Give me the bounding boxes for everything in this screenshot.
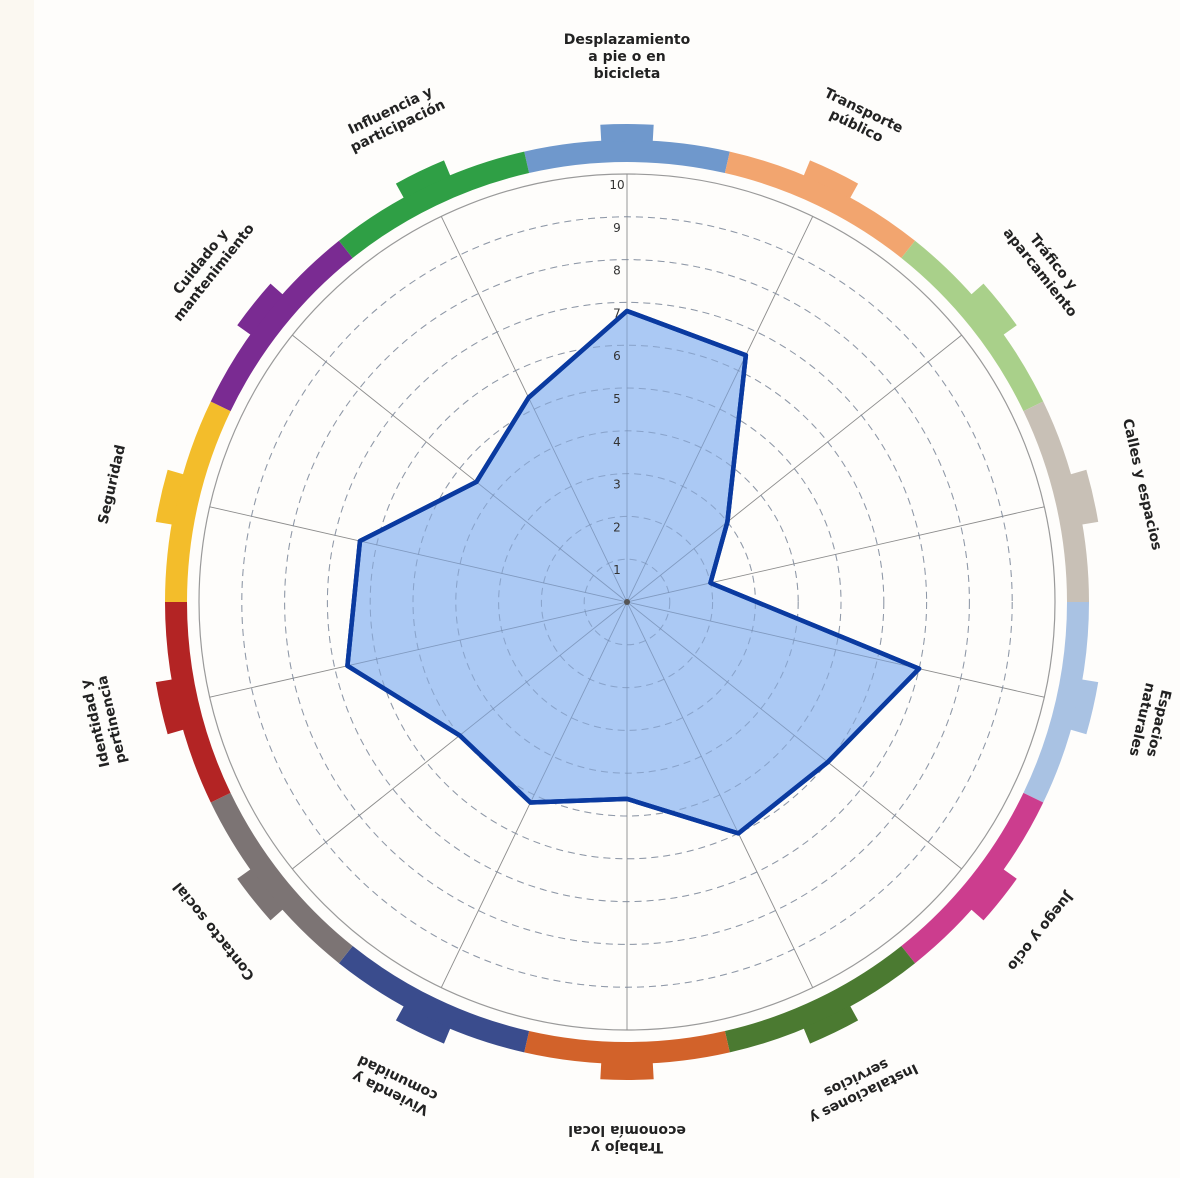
tick-label: 8 (613, 264, 621, 278)
spoke-line-inner (626, 601, 829, 763)
category-label: Contacto social (170, 879, 258, 983)
category-label: Calles y espacios (1119, 417, 1165, 552)
category-label-line: Contacto social (170, 879, 258, 983)
category-label-line: a pie o en (588, 49, 665, 65)
tick-label: 4 (613, 435, 621, 449)
data-polygon-group (241, 216, 1013, 988)
ring-segment (724, 946, 916, 1053)
tick-label: 6 (613, 349, 621, 363)
grid-circle-inner (540, 515, 714, 689)
ring-tab (970, 868, 1017, 921)
ring-segment (724, 151, 916, 258)
spoke-line-inner (626, 601, 920, 670)
tick-label: 3 (613, 478, 621, 492)
ring-tab (803, 160, 859, 199)
category-label-line: Juego y ocio (1004, 888, 1077, 974)
center-dot (624, 599, 630, 605)
radial-tick-labels: 1 2 3 4 5 6 7 8 9 10 (609, 178, 624, 577)
spoke-line-inner (626, 521, 728, 603)
ring-segment (901, 792, 1044, 964)
spoke-line-inner (459, 601, 628, 736)
ring-tab (1070, 679, 1099, 735)
spoke-line-inner (359, 540, 628, 603)
tick-label: 10 (609, 178, 624, 192)
grid-circle-inner (583, 558, 671, 646)
category-label: Seguridad (95, 443, 129, 525)
spoke-line-inner (530, 601, 628, 803)
category-label-line: economía local (568, 1122, 686, 1138)
ring-segment (1023, 602, 1089, 803)
grid-circle-inner (284, 259, 970, 945)
spoke-line-inner (476, 481, 628, 603)
ring-tab (600, 124, 654, 142)
ring-segment (165, 602, 231, 803)
ring-tab (237, 283, 284, 336)
category-label-line: bicicleta (594, 66, 661, 82)
ring-tab (155, 679, 184, 735)
tick-label: 5 (613, 392, 621, 406)
ring-tab (395, 160, 451, 199)
category-label-line: Trabajo y (591, 1139, 663, 1155)
ring-segment (1023, 401, 1089, 602)
ring-segment (524, 1030, 730, 1065)
category-label-line: Desplazamiento (564, 32, 691, 48)
ring-segment (165, 401, 231, 602)
ring-segment (210, 240, 353, 412)
tick-label: 9 (613, 221, 621, 235)
grid-circle-inner (455, 430, 799, 774)
spoke-line-inner (626, 601, 739, 834)
tick-label: 1 (613, 563, 621, 577)
tick-label: 2 (613, 520, 621, 534)
ring-tab (155, 469, 184, 525)
grid-circle-inner (326, 301, 928, 903)
grid-circle-inner (241, 216, 1013, 988)
ring-segment (338, 946, 530, 1053)
spoke-line-inner (528, 397, 628, 603)
ring-segment (901, 240, 1044, 412)
ring-segment (338, 151, 530, 258)
spoke-line-inner (626, 355, 747, 603)
ring-tab (970, 283, 1017, 336)
category-label-line: Calles y espacios (1119, 417, 1165, 552)
category-label: Juego y ocio (1004, 888, 1077, 974)
ring-tab (803, 1005, 859, 1044)
data-outline (345, 308, 922, 836)
ring-tab (395, 1005, 451, 1044)
category-label-line: Seguridad (95, 443, 129, 525)
ring-segment (210, 792, 353, 964)
ring-segment (524, 139, 730, 174)
grid-circle-inner (369, 344, 885, 860)
tick-label: 7 (613, 306, 621, 320)
ring-tab (600, 1062, 654, 1080)
spoke-line-inner (626, 582, 711, 603)
spoke-line-inner (347, 601, 628, 667)
category-ring (155, 124, 1099, 1080)
ring-tab (237, 868, 284, 921)
ring-tab (1070, 469, 1099, 525)
grid-circle-inner (412, 387, 842, 817)
